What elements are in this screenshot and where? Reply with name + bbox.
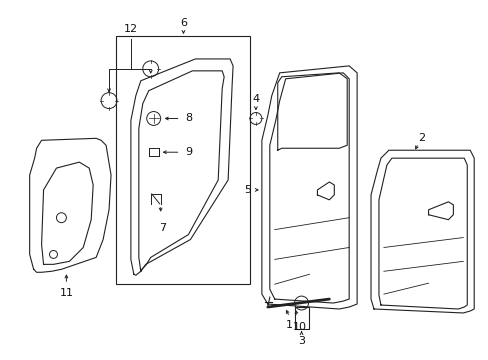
Text: 4: 4 <box>252 94 259 104</box>
Text: 5: 5 <box>244 185 251 195</box>
Text: 2: 2 <box>417 133 424 143</box>
Bar <box>148 148 158 156</box>
Text: 10: 10 <box>292 322 306 332</box>
Text: 7: 7 <box>159 222 166 233</box>
Text: 12: 12 <box>123 24 138 34</box>
Text: 3: 3 <box>298 336 305 346</box>
Text: 6: 6 <box>180 18 186 28</box>
Text: 11: 11 <box>59 288 73 298</box>
Text: 1: 1 <box>285 320 292 330</box>
Text: 9: 9 <box>184 147 192 157</box>
Bar <box>116 36 249 284</box>
Text: 8: 8 <box>184 113 192 123</box>
